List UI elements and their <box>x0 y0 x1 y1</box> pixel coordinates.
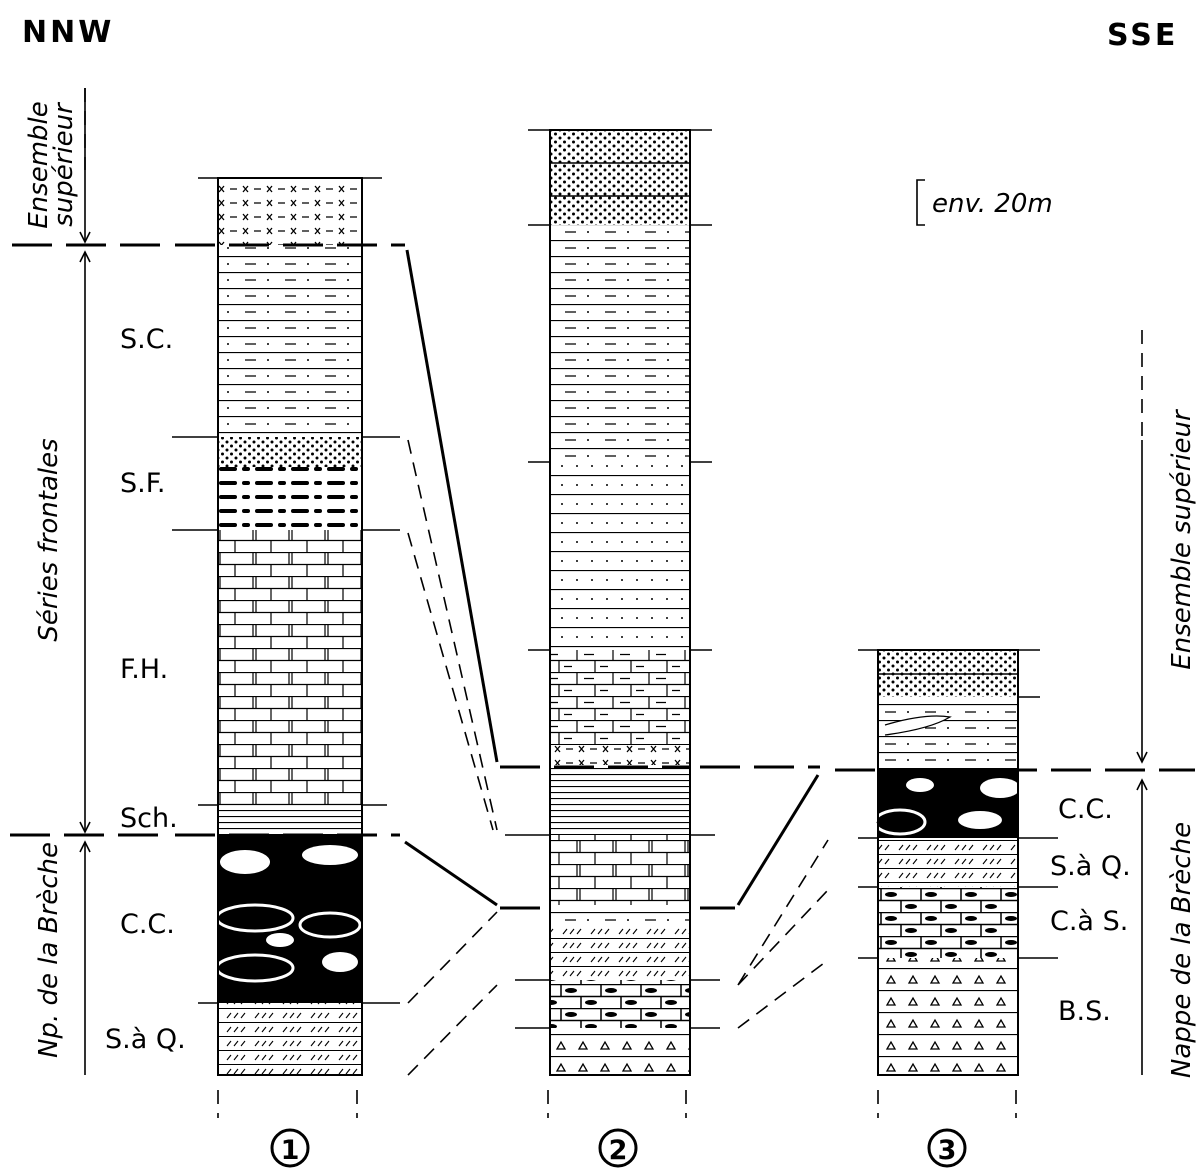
group-label: Np. de la Brèche <box>34 842 64 1058</box>
direction-right: SSE <box>1107 18 1178 53</box>
unit-label: S.à Q. <box>1050 851 1131 882</box>
scale-label: env. 20m <box>932 189 1053 219</box>
unit-label: C.à S. <box>1050 906 1128 937</box>
group-label: Nappe de la Brèche <box>1167 822 1197 1078</box>
column-3 <box>858 650 1058 1118</box>
unit-label: S.à Q. <box>105 1024 186 1055</box>
column-2 <box>505 130 720 1118</box>
column-1 <box>172 178 400 1118</box>
column-numbers: 1 2 3 <box>272 1130 965 1166</box>
unit-label: B.S. <box>1058 996 1111 1027</box>
column-number: 1 <box>281 1135 300 1166</box>
unit-label: F.H. <box>120 654 168 685</box>
section-diagram: NNW SSE env. 20m <box>0 0 1200 1169</box>
unit-label: C.C. <box>120 909 175 940</box>
unit-label: S.C. <box>120 324 173 355</box>
group-label: Séries frontales <box>34 438 64 641</box>
group-label: Ensemble supérieur <box>1167 408 1197 670</box>
column-number: 2 <box>609 1135 628 1166</box>
unit-label: S.F. <box>120 468 166 499</box>
unit-label: Sch. <box>120 803 178 834</box>
group-label: supérieur <box>49 101 79 227</box>
unit-label: C.C. <box>1058 794 1113 825</box>
direction-left: NNW <box>22 15 114 50</box>
scale-bar <box>917 180 925 225</box>
column-number: 3 <box>938 1135 957 1166</box>
